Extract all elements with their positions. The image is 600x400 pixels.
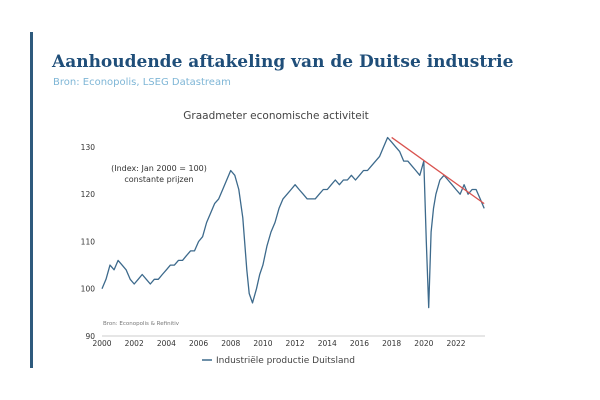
y-tick-label: 120 (81, 190, 96, 199)
x-tick-label: 2014 (318, 339, 337, 348)
legend: Industriële productie Duitsland (202, 356, 355, 366)
y-tick-label: 130 (81, 143, 96, 152)
x-tick-label: 2008 (221, 339, 240, 348)
y-tick-label: 110 (81, 237, 96, 246)
y-tick-label: 90 (85, 332, 95, 341)
x-tick-label: 2000 (92, 339, 111, 348)
y-tick-label: 100 (81, 285, 96, 294)
x-tick-label: 2010 (253, 339, 272, 348)
x-tick-label: 2022 (446, 339, 465, 348)
x-tick-label: 2018 (382, 339, 401, 348)
series-group (101, 136, 485, 309)
source-note: Bron: Econopolis & Refinitiv (103, 321, 180, 327)
legend-label: Industriële productie Duitsland (216, 356, 355, 366)
chart-title: Graadmeter economische activiteit (183, 110, 368, 122)
x-tick-label: 2012 (286, 339, 305, 348)
x-tick-label: 2016 (350, 339, 369, 348)
y-axis: 90 100 110 120 130 (81, 143, 96, 341)
x-tick-label: 2006 (189, 339, 208, 348)
x-tick-label: 2004 (157, 339, 176, 348)
page-subtitle: Bron: Econopolis, LSEG Datastream (53, 77, 231, 88)
x-axis: 2000 2002 2004 2006 2008 2010 2012 2014 2016 2018… (92, 335, 485, 348)
x-tick-label: 2020 (414, 339, 433, 348)
trend-line (391, 136, 485, 205)
x-tick-label: 2002 (125, 339, 144, 348)
index-annotation-line-2: constante prijzen (124, 175, 193, 184)
accent-bar (30, 32, 33, 368)
series-line-industriele-productie (101, 136, 485, 309)
page-title: Aanhoudende aftakeling van de Duitse ind… (52, 52, 514, 72)
index-annotation-line-1: (Index: Jan 2000 = 100) (111, 164, 207, 173)
